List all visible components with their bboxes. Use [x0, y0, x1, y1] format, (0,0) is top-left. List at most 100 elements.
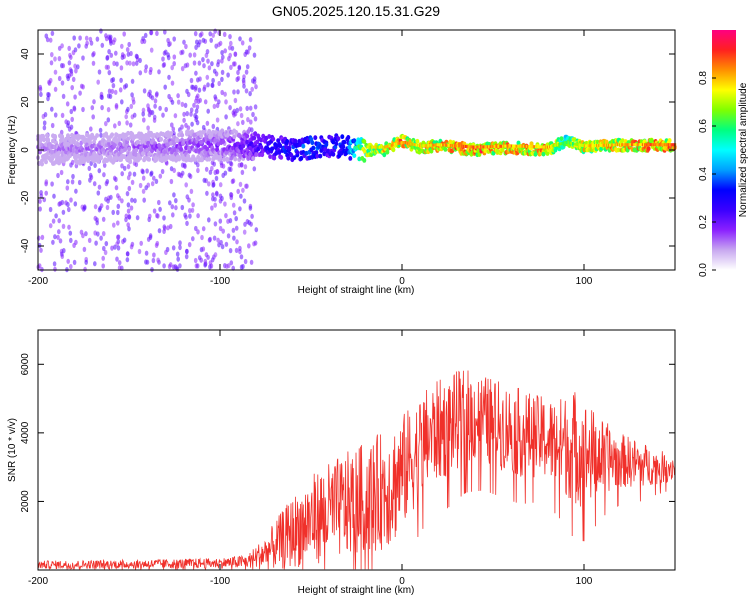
spectrogram-scatter-mark — [251, 78, 255, 84]
spectrogram-core-mark — [623, 143, 625, 147]
spectrogram-band-mark — [265, 145, 270, 151]
spectrogram-core-mark — [480, 145, 482, 149]
spectrogram-core-mark — [667, 143, 669, 147]
spectrogram-core-mark — [662, 143, 665, 147]
spectrogram-core-mark — [580, 143, 583, 147]
spectrogram-scatter-mark — [249, 259, 254, 265]
spectrogram-scatter-mark — [69, 237, 73, 243]
spectrogram-scatter-mark — [126, 208, 131, 214]
spectrogram-core-mark — [570, 141, 573, 145]
spectrogram-scatter-mark — [126, 164, 131, 170]
spectrogram-scatter-mark — [126, 222, 130, 228]
spectrogram-scatter-mark — [180, 170, 185, 176]
spectrogram-scatter-mark — [151, 257, 156, 264]
spectrogram-band-mark — [128, 158, 133, 164]
spectrogram-core-mark — [407, 141, 409, 145]
spectrogram-scatter-mark — [206, 58, 210, 64]
spectrogram-scatter-mark — [131, 61, 136, 67]
spectrogram-core-mark — [436, 143, 439, 147]
spectrogram-core-mark — [437, 143, 440, 147]
spectrogram-core-mark — [566, 141, 569, 144]
spectrogram-scatter-mark — [189, 111, 193, 117]
spectrogram-y-tick-label: -20 — [20, 190, 31, 205]
spectrogram-scatter-mark — [188, 173, 193, 179]
spectrogram-scatter-mark — [223, 48, 227, 54]
spectrogram-band-mark — [274, 150, 279, 156]
spectrogram-scatter-mark — [238, 181, 243, 187]
spectrogram-scatter-mark — [105, 204, 110, 211]
spectrogram-scatter-mark — [142, 88, 147, 94]
spectrogram-scatter-mark — [233, 97, 238, 104]
spectrogram-scatter-mark — [241, 119, 245, 125]
spectrogram-scatter-mark — [116, 220, 120, 226]
spectrogram-core-mark — [489, 145, 491, 149]
spectrogram-scatter-mark — [157, 69, 161, 75]
spectrogram-scatter-mark — [78, 90, 82, 96]
spectrogram-scatter-mark — [116, 234, 120, 240]
spectrogram-scatter-mark — [73, 94, 77, 100]
spectrogram-scatter-mark — [50, 106, 54, 112]
spectrogram-scatter-mark — [73, 63, 77, 69]
spectrogram-scatter-mark — [89, 126, 93, 132]
spectrogram-band-mark — [277, 150, 282, 155]
spectrogram-band-mark — [179, 146, 184, 152]
spectrogram-core-mark — [433, 143, 435, 147]
spectrogram-core-mark — [626, 143, 629, 147]
spectrogram-scatter-mark — [206, 254, 210, 260]
spectrogram-core-mark — [439, 143, 442, 147]
spectrogram-scatter-mark — [87, 165, 92, 171]
spectrogram-scatter-mark — [208, 31, 212, 37]
spectrogram-band-mark — [252, 135, 257, 141]
spectrogram-band-mark — [313, 135, 318, 141]
spectrogram-scatter-mark — [82, 205, 87, 211]
spectrogram-scatter-mark — [228, 105, 232, 111]
spectrogram-scatter-mark — [62, 248, 66, 254]
spectrogram-core-mark — [426, 144, 429, 147]
spectrogram-scatter-mark — [137, 248, 142, 255]
spectrogram-band-mark — [264, 135, 269, 141]
spectrogram-scatter-mark — [104, 33, 108, 39]
spectrogram-scatter-mark — [89, 160, 93, 166]
spectrogram-core-mark — [582, 144, 585, 148]
spectrogram-scatter-mark — [254, 227, 259, 233]
spectrogram-scatter-mark — [145, 168, 149, 174]
spectrogram-scatter-mark — [198, 39, 202, 45]
spectrogram-band-mark — [115, 133, 120, 138]
spectrogram-scatter-mark — [196, 167, 200, 174]
spectrogram-scatter-mark — [236, 89, 240, 95]
spectrogram-core-mark — [492, 145, 494, 148]
spectrogram-scatter-mark — [170, 80, 175, 86]
spectrogram-scatter-mark — [213, 202, 217, 208]
spectrogram-core-mark — [507, 144, 510, 148]
snr-x-axis-label: Height of straight line (km) — [298, 585, 415, 596]
spectrogram-scatter-mark — [189, 77, 194, 84]
spectrogram-core-mark — [558, 142, 561, 146]
spectrogram-scatter-mark — [164, 106, 168, 113]
spectrogram-band-mark — [159, 136, 164, 142]
spectrogram-x-axis-label: Height of straight line (km) — [298, 285, 415, 296]
spectrogram-core-mark — [598, 144, 600, 147]
spectrogram-band-mark — [213, 137, 218, 143]
spectrogram-scatter-mark — [79, 83, 84, 89]
spectrogram-scatter-mark — [122, 165, 127, 171]
spectrogram-core-mark — [410, 142, 412, 146]
spectrogram-core-mark — [374, 145, 376, 149]
spectrogram-scatter-mark — [104, 64, 109, 70]
spectrogram-scatter-mark — [95, 220, 99, 226]
spectrogram-core-mark — [638, 143, 641, 147]
spectrogram-core-mark — [368, 145, 371, 149]
spectrogram-scatter-mark — [212, 68, 217, 74]
spectrogram-scatter-mark — [92, 181, 97, 187]
spectrogram-scatter-mark — [59, 169, 64, 176]
spectrogram-core-mark — [647, 143, 649, 147]
spectrogram-core-mark — [373, 145, 375, 149]
spectrogram-scatter-mark — [60, 112, 65, 118]
spectrogram-core-mark — [640, 143, 643, 147]
spectrogram-band-mark — [71, 133, 75, 139]
spectrogram-core-mark — [528, 145, 530, 148]
spectrogram-scatter-mark — [238, 36, 242, 42]
spectrogram-core-mark — [645, 143, 647, 147]
spectrogram-core-mark — [627, 143, 630, 147]
spectrogram-core-mark — [475, 145, 478, 149]
